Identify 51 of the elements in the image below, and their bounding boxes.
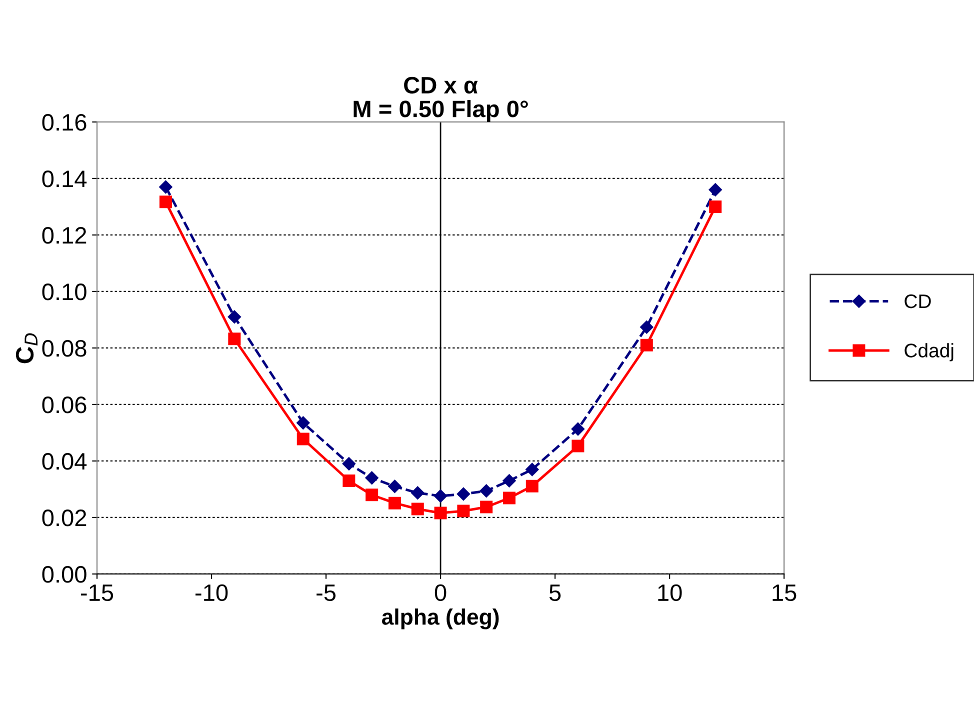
point	[365, 471, 378, 485]
y-tick-label: 0.10	[42, 284, 86, 300]
point	[434, 489, 448, 503]
y-tick-label: 0.00	[42, 566, 86, 583]
y-tick-label: 0.02	[42, 510, 86, 526]
y-tick-label: 0.08	[42, 340, 86, 357]
legend-label: Cdadj	[904, 343, 954, 362]
point	[480, 484, 493, 498]
x-tick-label: -15	[80, 584, 114, 602]
point	[526, 480, 538, 492]
point	[159, 196, 172, 208]
x-tick-label: -5	[316, 584, 336, 602]
x-tick-label: 15	[772, 584, 796, 602]
x-tick-label: -10	[196, 584, 228, 602]
point	[296, 416, 310, 430]
point	[388, 480, 402, 493]
point	[456, 487, 470, 501]
point	[571, 422, 585, 436]
point	[709, 200, 722, 213]
point	[640, 338, 653, 352]
point	[526, 462, 539, 476]
legend-label: CD	[904, 294, 931, 308]
point	[434, 506, 447, 520]
y-tick-label: 0.16	[42, 114, 86, 131]
point	[342, 457, 356, 470]
point	[502, 492, 516, 504]
x-tick-label: 0	[434, 584, 446, 602]
point	[480, 500, 493, 514]
y-tick-label: 0.14	[42, 170, 87, 188]
point	[228, 332, 241, 346]
point	[342, 474, 356, 488]
y-tick-label: 0.12	[42, 227, 86, 244]
y-tick-label: 0.04	[42, 453, 87, 470]
point	[366, 488, 378, 502]
point	[572, 440, 584, 452]
x-axis-title: alpha (deg)	[382, 608, 499, 630]
point	[228, 310, 242, 324]
y-axis-title: C$_{D}$	[16, 333, 38, 364]
y-tick-label: 0.06	[42, 396, 86, 414]
x-tick-label: 5	[549, 584, 561, 602]
point	[411, 502, 424, 516]
point	[159, 180, 172, 194]
x-tick-label: 10	[658, 584, 682, 602]
point	[502, 474, 516, 488]
point	[708, 183, 722, 196]
chart-title: CD x α M = 0.50 Flap 0°	[354, 76, 528, 122]
point	[457, 504, 470, 518]
point	[388, 496, 401, 510]
point	[411, 486, 424, 500]
point	[296, 432, 310, 446]
point	[640, 320, 654, 334]
